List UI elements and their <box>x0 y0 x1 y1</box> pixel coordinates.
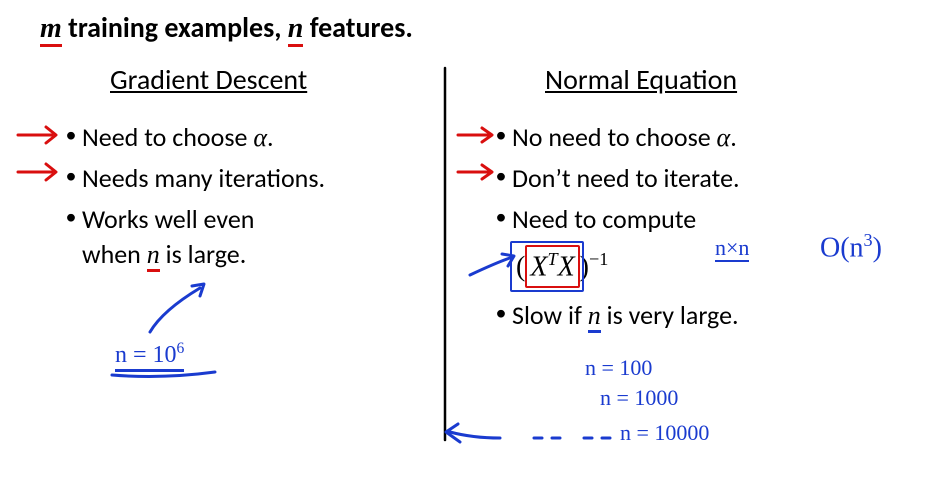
red-arrow-right-1 <box>458 128 492 142</box>
right-b1-sym: α <box>717 123 731 152</box>
bullet-dot: • <box>60 120 82 151</box>
right-b4-sym: n <box>588 301 601 333</box>
left-bullet-2: • Needs many iterations. <box>60 161 430 196</box>
annot-bigO-pre: O(n <box>820 232 864 263</box>
title-line: m training examples, n features. <box>40 10 413 45</box>
bullet-dot: • <box>490 202 512 233</box>
right-b2-text: Don’t need to iterate. <box>512 161 910 196</box>
left-b3-line2post: is large. <box>160 238 247 270</box>
annot-bigO-exp: 3 <box>864 230 873 250</box>
slide: m training examples, n features. Gradien… <box>0 0 941 501</box>
bullet-dot: • <box>60 161 82 192</box>
annot-bigO-post: ) <box>873 232 882 263</box>
left-b3-line1: Works well even <box>82 203 254 235</box>
right-bullet-4: • Slow if n is very large. <box>490 298 910 333</box>
red-arrow-left-1 <box>18 127 56 143</box>
annot-n100: n = 100 <box>585 355 652 381</box>
left-b1-post: . <box>267 121 274 153</box>
left-b1-sym: α <box>253 123 267 152</box>
annot-bigO: O(n3) <box>820 230 882 264</box>
annot-n-large-text: n = 10 <box>115 342 177 368</box>
red-arrow-left-2 <box>18 164 56 180</box>
left-bullets: • Need to choose α. • Needs many iterati… <box>60 120 430 278</box>
left-b2-text: Needs many iterations. <box>82 161 430 196</box>
heading-right: Normal Equation <box>545 62 737 97</box>
red-arrow-right-2 <box>458 165 492 179</box>
title-m: m <box>40 13 62 47</box>
formula-open: ( <box>516 252 525 283</box>
annot-nxn: n×n <box>715 235 749 261</box>
right-b1-pre: No need to choose <box>512 121 717 153</box>
annot-n10000: n = 10000 <box>620 420 709 446</box>
annot-n-large: n = 106 <box>115 340 184 369</box>
formula-X2: X <box>558 252 575 283</box>
right-b4-post: is very large. <box>601 299 739 331</box>
blue-arrow-left-up <box>150 284 204 332</box>
left-bullet-3: • Works well even when n is large. <box>60 202 430 272</box>
left-b3-sym: n <box>147 240 160 272</box>
right-b1-post: . <box>730 121 737 153</box>
annot-n-large-exp: 6 <box>177 340 185 357</box>
formula-T: T <box>547 249 557 269</box>
bullet-dot: • <box>490 161 512 192</box>
annot-n1000: n = 1000 <box>600 385 678 411</box>
formula-X1: X <box>530 252 547 283</box>
left-b3-line2pre: when <box>82 238 147 270</box>
title-part2: features. <box>303 10 412 45</box>
right-bullet-1: • No need to choose α. <box>490 120 910 155</box>
bullet-dot: • <box>490 298 512 329</box>
bullet-dot: • <box>60 202 82 233</box>
annot-nxn-text: n×n <box>715 235 749 262</box>
formula-close: ) <box>580 252 589 283</box>
right-bullet-2: • Don’t need to iterate. <box>490 161 910 196</box>
bullet-dot: • <box>490 120 512 151</box>
title-n: n <box>288 13 304 47</box>
title-part1: training examples, <box>62 10 288 45</box>
right-b4-pre: Slow if <box>512 299 588 331</box>
heading-left: Gradient Descent <box>110 62 307 97</box>
blue-dashed-left-arrow <box>446 424 610 442</box>
left-b1-pre: Need to choose <box>82 121 253 153</box>
left-bullet-1: • Need to choose α. <box>60 120 430 155</box>
blue-underline-swoosh <box>112 372 215 376</box>
formula-inv: −1 <box>589 249 608 269</box>
